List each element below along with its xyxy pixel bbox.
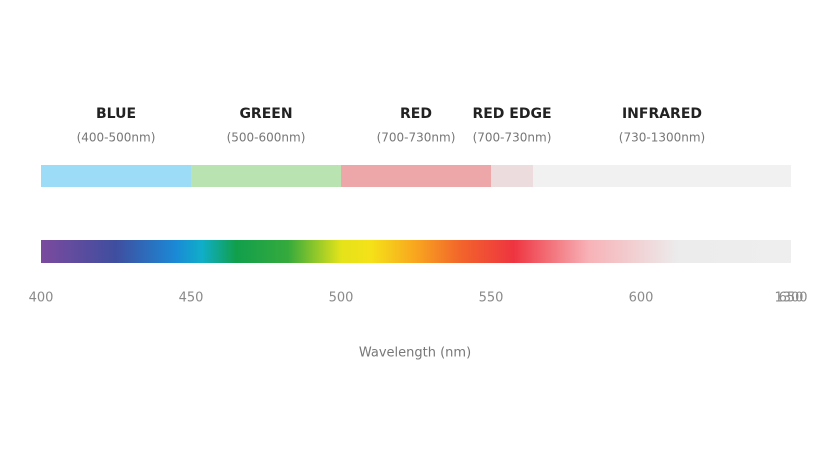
spectrum-bar	[41, 240, 791, 263]
band-range: (700-730nm)	[473, 131, 552, 145]
band-bar	[533, 165, 791, 187]
band-bar	[191, 165, 341, 187]
band-name: RED EDGE	[472, 106, 551, 122]
band-range: (500-600nm)	[227, 131, 306, 145]
tick-label: 450	[179, 291, 204, 306]
band-range: (730-1300nm)	[619, 131, 705, 145]
band-range: (400-500nm)	[77, 131, 156, 145]
band-name: INFRARED	[622, 106, 702, 122]
band-name: RED	[400, 106, 432, 122]
tick-label: 500	[329, 291, 354, 306]
band-range: (700-730nm)	[377, 131, 456, 145]
band-bar	[491, 165, 533, 187]
band-name: GREEN	[239, 106, 292, 122]
axis-label: Wavelength (nm)	[359, 346, 471, 361]
tick-label: 600	[629, 291, 654, 306]
band-name: BLUE	[96, 106, 136, 122]
band-bar	[341, 165, 491, 187]
tick-label: 400	[29, 291, 54, 306]
tick-label: 550	[479, 291, 504, 306]
band-bar	[41, 165, 191, 187]
tick-label: 1300	[774, 291, 807, 306]
tick-label: 650	[779, 291, 804, 306]
